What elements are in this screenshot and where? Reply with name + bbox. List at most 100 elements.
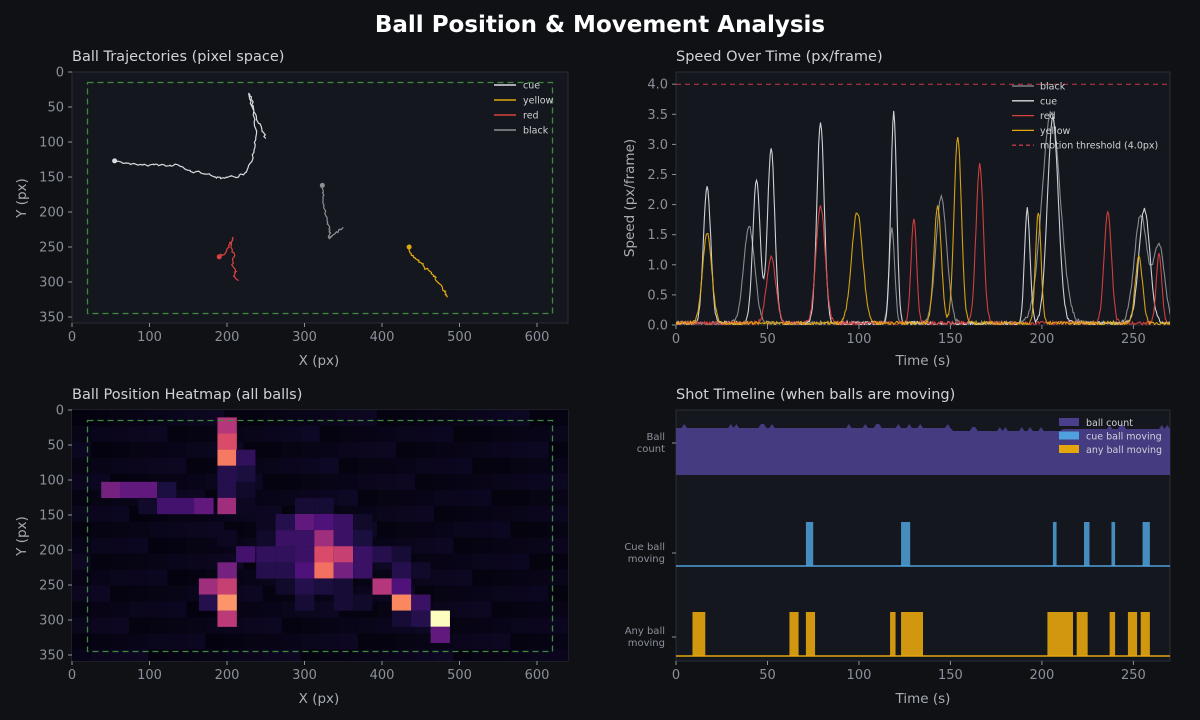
y-tick-label: 0: [56, 66, 64, 81]
heatmap-bg-cell: [110, 617, 130, 634]
start-marker-cue: [112, 158, 118, 164]
heatmap-bg-cell: [567, 489, 568, 507]
legend-label-yellow: yellow: [523, 96, 554, 107]
speed-legend-label: red: [1040, 111, 1056, 122]
heatmap-bg-cell: [72, 410, 92, 427]
heatmap-bg-cell: [529, 425, 549, 443]
any-moving-bar: [1047, 612, 1074, 656]
heatmap-cell: [430, 610, 450, 627]
heatmap-bg-cell: [262, 425, 283, 443]
heatmap-bg-cell: [300, 441, 321, 459]
heatmap-bg-cell: [338, 617, 359, 634]
heatmap-bg-cell: [148, 537, 168, 554]
heatmap-bg-cell: [243, 585, 263, 602]
heatmap-bg-cell: [91, 617, 111, 634]
heatmap-bg-cell: [357, 617, 378, 634]
trajectory-plot-area: [71, 71, 569, 324]
timeline-legend-swatch: [1059, 445, 1079, 453]
heatmap-bg-cell: [491, 569, 511, 586]
heatmap-bg-cell: [472, 473, 492, 491]
heatmap-bg-cell: [529, 601, 549, 618]
heatmap-bg-cell: [529, 457, 549, 475]
timeline-legend: ball count cue ball moving any ball moving: [1059, 418, 1162, 456]
cue-moving-bar: [1084, 522, 1090, 566]
heatmap-cell: [294, 514, 315, 531]
heatmap-cell: [430, 626, 450, 643]
heatmap-cell: [353, 594, 373, 611]
heatmap-bg-cell: [396, 489, 416, 507]
timeline-x-tick-label: 250: [1121, 668, 1146, 683]
heatmap-bg-cell: [357, 457, 378, 475]
timeline-legend-label: ball count: [1086, 418, 1133, 429]
heatmap-bg-cell: [377, 505, 397, 523]
y-tick-label: 1.0: [647, 258, 668, 273]
heatmap-bg-cell: [110, 569, 130, 586]
any-moving-bar: [805, 612, 816, 656]
legend-label-cue: cue: [523, 81, 540, 92]
heatmap-cell: [217, 449, 237, 466]
timeline-x-tick-label: 50: [759, 668, 776, 683]
timeline-x-tick-label: 150: [938, 668, 963, 683]
heatmap-bg-cell: [262, 489, 283, 507]
table-boundary: [86, 81, 554, 315]
heatmap-bg-cell: [243, 617, 263, 634]
heatmap-cell: [194, 497, 214, 515]
heatmap-bg-cell: [338, 633, 359, 650]
heatmap-bg-cell: [72, 441, 92, 459]
heatmap-bg-cell: [262, 441, 283, 459]
heatmap-bg-cell: [262, 633, 283, 650]
heatmap-bg-cell: [148, 410, 168, 427]
heatmap-bg-cell: [186, 473, 206, 491]
heatmap-cell: [275, 514, 295, 531]
heatmap-bg-cell: [434, 489, 454, 507]
heatmap-bg-cell: [186, 553, 206, 570]
heatmap-bg-cell: [281, 441, 302, 459]
heatmap-bg-cell: [453, 505, 473, 523]
trajectory-red: [218, 236, 239, 282]
heatmap-bg-cell: [129, 601, 149, 618]
heatmap-bg-cell: [129, 441, 149, 459]
any-moving-bar: [890, 612, 896, 656]
heatmap-bg-cell: [529, 410, 549, 427]
heatmap-bg-cell: [453, 489, 473, 507]
heatmap-bg-cell: [548, 633, 568, 650]
heatmap-bg-cell: [491, 425, 511, 443]
heatmap-bg-cell: [357, 473, 378, 491]
heatmap-bg-cell: [529, 553, 549, 570]
heatmap-cell: [217, 578, 237, 595]
heatmap-bg-cell: [72, 617, 92, 634]
heatmap-cell: [236, 465, 256, 482]
heatmap-bg-cell: [281, 410, 302, 427]
heatmap-bg-cell: [72, 633, 92, 650]
heatmap-cell: [256, 514, 276, 531]
heatmap-bg-cell: [472, 569, 492, 586]
heatmap-bg-cell: [396, 410, 416, 427]
y-tick-label: 150: [39, 171, 64, 186]
heatmap-bg-cell: [281, 649, 302, 661]
heatmap-bg-cell: [491, 649, 511, 661]
heatmap-bg-cell: [567, 553, 568, 570]
heatmap-bg-cell: [510, 633, 530, 650]
speed-ticks: 0 50 100 150 200 250 0.0 0.5 1.0 1.5 2.0 2.5 3.0 3.5 4…: [647, 78, 1146, 347]
heatmap-bg-cell: [396, 473, 416, 491]
heatmap-bg-cell: [567, 425, 568, 443]
heatmap-bg-cell: [472, 425, 492, 443]
heatmap-cell: [391, 578, 412, 595]
any-moving-bar: [1127, 612, 1138, 656]
heatmap-bg-cell: [491, 505, 511, 523]
heatmap-bg-cell: [262, 473, 283, 491]
heatmap-cell: [333, 578, 354, 595]
heatmap-bg-cell: [453, 601, 473, 618]
heatmap-cell: [256, 546, 276, 563]
heatmap-bg-cell: [129, 553, 149, 570]
heatmap-bg-cell: [415, 441, 435, 459]
heatmap-bg-cell: [415, 537, 435, 554]
heatmap-bg-cell: [129, 569, 149, 586]
heatmap-bg-cell: [91, 425, 111, 443]
heatmap-bg-cell: [434, 569, 454, 586]
heatmap-bg-cell: [167, 569, 187, 586]
heatmap-cell: [138, 497, 158, 515]
timeline-xlabel: Time (s): [895, 691, 951, 707]
heatmap-bg-cell: [510, 601, 530, 618]
